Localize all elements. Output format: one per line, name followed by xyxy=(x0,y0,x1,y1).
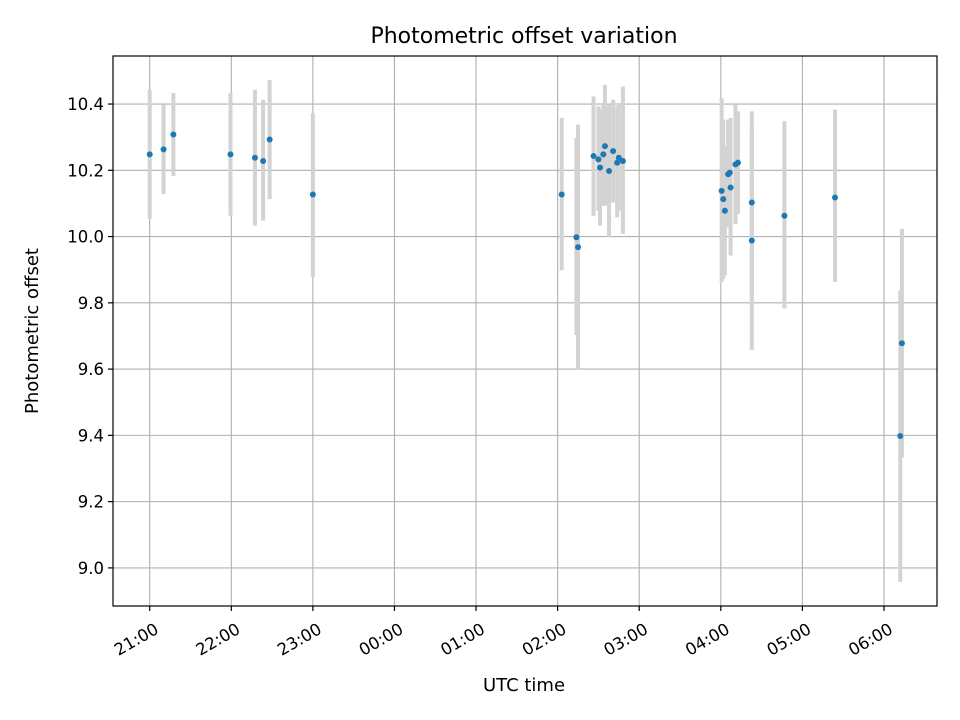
x-tick-label: 21:00 xyxy=(111,619,162,659)
grid-lines xyxy=(113,56,937,606)
data-point xyxy=(748,199,755,206)
x-tick-label: 01:00 xyxy=(437,619,488,659)
data-point xyxy=(615,154,622,161)
x-tick-label: 23:00 xyxy=(274,619,325,659)
data-point xyxy=(309,191,316,198)
data-point xyxy=(146,151,153,158)
data-point xyxy=(721,207,728,214)
x-tick-label: 22:00 xyxy=(193,619,244,659)
data-point xyxy=(266,136,273,143)
data-point xyxy=(160,146,167,153)
plot-frame xyxy=(112,55,938,607)
data-point xyxy=(597,164,604,171)
data-point xyxy=(251,154,258,161)
data-point xyxy=(170,131,177,138)
data-point xyxy=(614,159,621,166)
y-tick-label: 9.6 xyxy=(78,360,104,379)
x-axis-label: UTC time xyxy=(483,675,565,696)
data-point xyxy=(600,151,607,158)
x-tick-label: 06:00 xyxy=(845,619,896,659)
y-tick-label: 9.0 xyxy=(78,559,104,578)
data-point xyxy=(227,151,234,158)
x-tick-label: 04:00 xyxy=(682,619,733,659)
data-point xyxy=(898,340,905,347)
data-point xyxy=(832,194,839,201)
data-point xyxy=(558,191,565,198)
y-tick-label: 10.0 xyxy=(67,228,104,247)
data-point xyxy=(610,148,617,155)
data-point xyxy=(590,153,597,160)
data-point xyxy=(720,196,727,203)
y-tick-label: 10.2 xyxy=(67,161,104,180)
x-tick-label: 05:00 xyxy=(764,619,815,659)
data-point xyxy=(601,143,608,150)
data-point xyxy=(606,167,613,174)
x-tick-label: 03:00 xyxy=(601,619,652,659)
data-point xyxy=(619,158,626,165)
data-point xyxy=(260,158,267,165)
y-axis-ticks: 9.0 9.2 9.4 9.6 9.8 10.0 10.2 10.4 xyxy=(67,95,113,578)
error-bars xyxy=(147,79,904,582)
data-point xyxy=(575,244,582,251)
x-tick-label: 02:00 xyxy=(519,619,570,659)
data-point xyxy=(595,156,602,163)
x-tick-label: 00:00 xyxy=(356,619,407,659)
data-point xyxy=(727,184,734,191)
data-point xyxy=(718,187,725,194)
data-point xyxy=(734,159,741,166)
data-point xyxy=(573,234,580,241)
y-tick-label: 9.2 xyxy=(78,493,104,512)
data-points xyxy=(146,131,905,440)
chart-title: Photometric offset variation xyxy=(370,24,677,49)
data-point xyxy=(748,237,755,244)
y-tick-label: 9.4 xyxy=(78,426,104,445)
y-tick-label: 9.8 xyxy=(78,294,104,313)
data-point xyxy=(726,169,733,176)
data-point xyxy=(897,433,904,440)
x-axis-ticks: 21:00 22:00 23:00 00:00 01:00 02:00 03:00 04:00… xyxy=(111,606,896,660)
data-point xyxy=(781,212,788,219)
y-tick-label: 10.4 xyxy=(67,95,104,114)
y-axis-label: Photometric offset xyxy=(22,248,43,414)
